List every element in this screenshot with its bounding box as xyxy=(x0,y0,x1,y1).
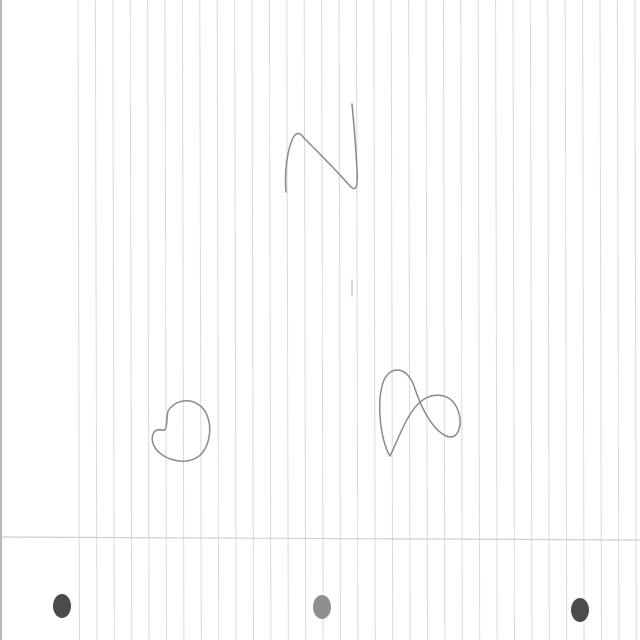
ruled-line xyxy=(512,0,515,640)
ruled-line xyxy=(442,0,446,640)
margin-line xyxy=(0,536,640,541)
ruled-line xyxy=(251,0,254,640)
ruled-line xyxy=(599,0,602,640)
ruled-line xyxy=(529,0,533,640)
doodle-o xyxy=(151,400,211,462)
ruled-line xyxy=(390,0,394,640)
ruled-line xyxy=(199,0,202,640)
ruled-lines xyxy=(77,0,637,640)
ruled-line xyxy=(77,0,80,640)
ruled-line xyxy=(477,0,481,640)
ruled-line xyxy=(147,0,150,640)
ruled-line xyxy=(303,0,307,640)
ruled-line xyxy=(582,0,585,640)
ruled-line xyxy=(94,0,98,640)
ruled-line xyxy=(495,0,498,640)
ruled-line xyxy=(564,0,568,640)
punch-hole-left xyxy=(53,594,71,618)
ruled-line xyxy=(216,0,220,640)
ruled-line xyxy=(164,0,167,640)
ruled-line xyxy=(181,0,185,640)
ruled-line xyxy=(425,0,428,640)
ruled-line xyxy=(408,0,411,640)
punch-hole-right xyxy=(571,598,589,622)
ruled-line xyxy=(286,0,289,640)
ruled-line xyxy=(616,0,620,640)
ruled-line xyxy=(129,0,133,640)
ruled-line xyxy=(268,0,272,640)
ruled-line xyxy=(321,0,324,640)
ruled-line xyxy=(634,0,637,640)
ruled-line xyxy=(234,0,237,640)
ruled-line xyxy=(355,0,359,640)
doodle-z xyxy=(284,103,358,193)
ruled-line xyxy=(112,0,115,640)
ruled-line xyxy=(338,0,341,640)
punch-hole-center xyxy=(313,595,331,619)
ruled-line xyxy=(547,0,550,640)
doodle-figure-eight xyxy=(379,369,461,457)
ruled-line xyxy=(373,0,376,640)
ruled-line xyxy=(460,0,463,640)
